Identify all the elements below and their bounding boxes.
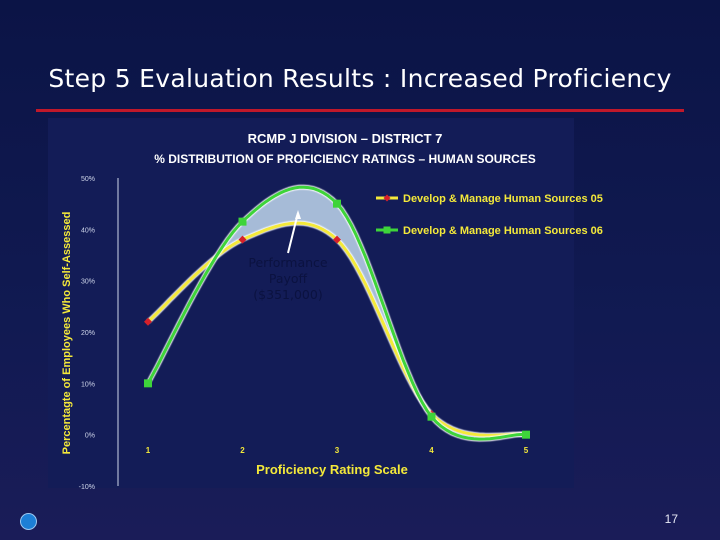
title-divider: [36, 109, 684, 112]
legend-label: Develop & Manage Human Sources 06: [403, 225, 603, 237]
annotation-line: Performance: [248, 255, 328, 270]
y-tick-label: 40%: [81, 227, 95, 234]
chart-subtitle: % DISTRIBUTION OF PROFICIENCY RATINGS – …: [154, 152, 536, 166]
slide-title: Step 5 Evaluation Results : Increased Pr…: [48, 64, 672, 93]
x-tick-label: 3: [335, 446, 340, 455]
series-06-point: [333, 199, 341, 208]
y-tick-label: 0%: [85, 433, 95, 440]
y-tick-label: -10%: [79, 484, 95, 491]
x-tick-label: 5: [524, 446, 529, 455]
performance-payoff-annotation: Performance Payoff ($351,000): [248, 210, 328, 302]
series-05-point: [144, 317, 152, 326]
x-axis-label: Proficiency Rating Scale: [256, 462, 408, 477]
series-06-point: [427, 412, 436, 421]
annotation-line: ($351,000): [253, 287, 322, 302]
series-06-point: [238, 217, 247, 226]
y-tick-label: 10%: [81, 381, 95, 388]
chart-title: RCMP J DIVISION – DISTRICT 7: [248, 131, 443, 146]
annotation-arrow: [287, 212, 299, 254]
y-tick-label: 30%: [81, 279, 95, 286]
x-tick-label: 1: [146, 446, 151, 455]
legend-marker: [383, 226, 391, 234]
chart-area: [48, 118, 574, 488]
page-number: 17: [664, 512, 678, 526]
y-tick-label: 50%: [81, 176, 95, 183]
series-06-point: [144, 379, 152, 388]
y-axis-label: Percentagte of Employees Who Self-Assess…: [61, 212, 73, 455]
series-05-point: [238, 235, 247, 244]
x-tick-label: 4: [429, 446, 434, 455]
legend-label: Develop & Manage Human Sources 05: [403, 193, 603, 205]
series-05-glow: [146, 220, 527, 438]
slide-nav-button[interactable]: [20, 513, 37, 530]
annotation-arrowhead: [295, 210, 301, 219]
series-05-line: [147, 221, 527, 437]
y-tick-label: 20%: [81, 330, 95, 337]
series-05-point: [333, 235, 341, 244]
series-06-point: [522, 430, 530, 439]
annotation-text: Performance Payoff ($351,000): [248, 255, 328, 302]
annotation-line: Payoff: [269, 271, 308, 286]
x-tick-label: 2: [240, 446, 245, 455]
legend-marker: [383, 194, 391, 202]
